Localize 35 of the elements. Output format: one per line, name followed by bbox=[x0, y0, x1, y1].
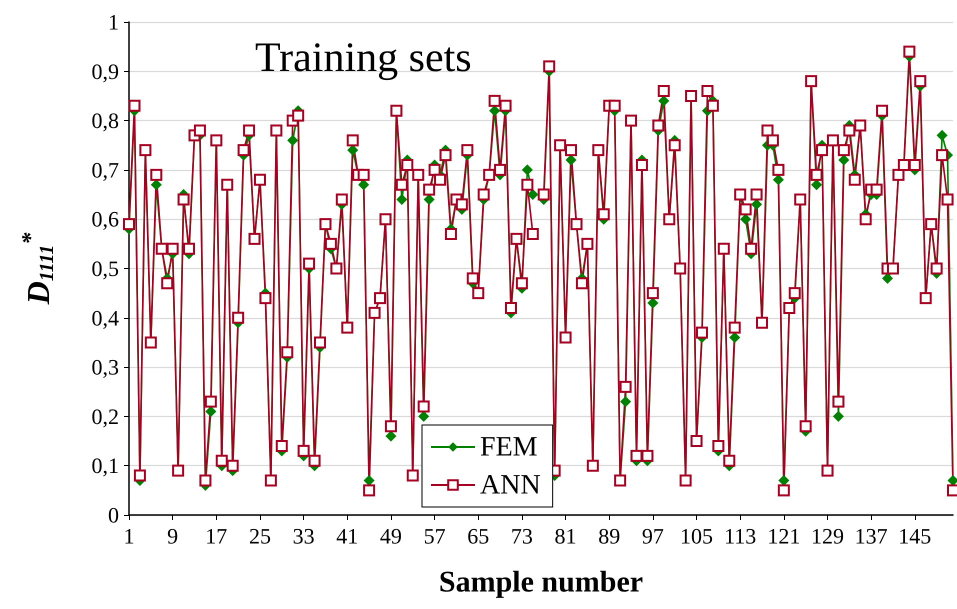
y-tick-label: 0,7 bbox=[92, 157, 119, 182]
x-tick-label: 113 bbox=[724, 524, 756, 548]
chart-title: Training sets bbox=[255, 35, 472, 81]
x-tick-label: 33 bbox=[292, 524, 315, 548]
y-tick-label: 1 bbox=[108, 10, 119, 34]
x-tick-label: 129 bbox=[810, 524, 844, 548]
x-tick-label: 97 bbox=[642, 524, 664, 548]
x-tick-label: 121 bbox=[767, 524, 800, 548]
y-axis-title: D1111* bbox=[18, 232, 58, 306]
y-tick-label: 0,6 bbox=[92, 206, 119, 232]
y-tick-label: 0,8 bbox=[92, 108, 119, 134]
x-tick-label: 137 bbox=[854, 524, 888, 548]
x-tick-label: 81 bbox=[554, 524, 577, 548]
x-tick-label: 89 bbox=[598, 524, 620, 548]
x-tick-label: 41 bbox=[336, 524, 358, 548]
x-tick-label: 17 bbox=[205, 524, 228, 548]
x-tick-label: 1 bbox=[124, 524, 134, 548]
y-tick-label: 0,2 bbox=[92, 404, 119, 429]
y-tick-label: 0 bbox=[108, 502, 119, 528]
x-tick-label: 25 bbox=[248, 524, 271, 548]
x-tick-label: 145 bbox=[898, 524, 932, 548]
x-tick-label: 65 bbox=[467, 524, 490, 548]
x-axis-title: Sample number bbox=[438, 566, 644, 598]
y-tick-label: 0,5 bbox=[92, 256, 119, 281]
x-tick-label: 9 bbox=[167, 524, 178, 548]
x-tick-label: 57 bbox=[424, 524, 446, 548]
y-tick-label: 0,1 bbox=[92, 453, 119, 478]
y-tick-label: 0,3 bbox=[92, 354, 119, 380]
y-tick-label: 0,4 bbox=[92, 305, 119, 330]
x-tick-label: 105 bbox=[680, 524, 714, 548]
legend-label: ANN bbox=[480, 470, 541, 500]
x-tick-label: 73 bbox=[510, 524, 533, 548]
y-tick-label: 0,9 bbox=[92, 58, 119, 84]
x-tick-label: 49 bbox=[380, 524, 402, 548]
legend-label: FEM bbox=[480, 432, 538, 462]
